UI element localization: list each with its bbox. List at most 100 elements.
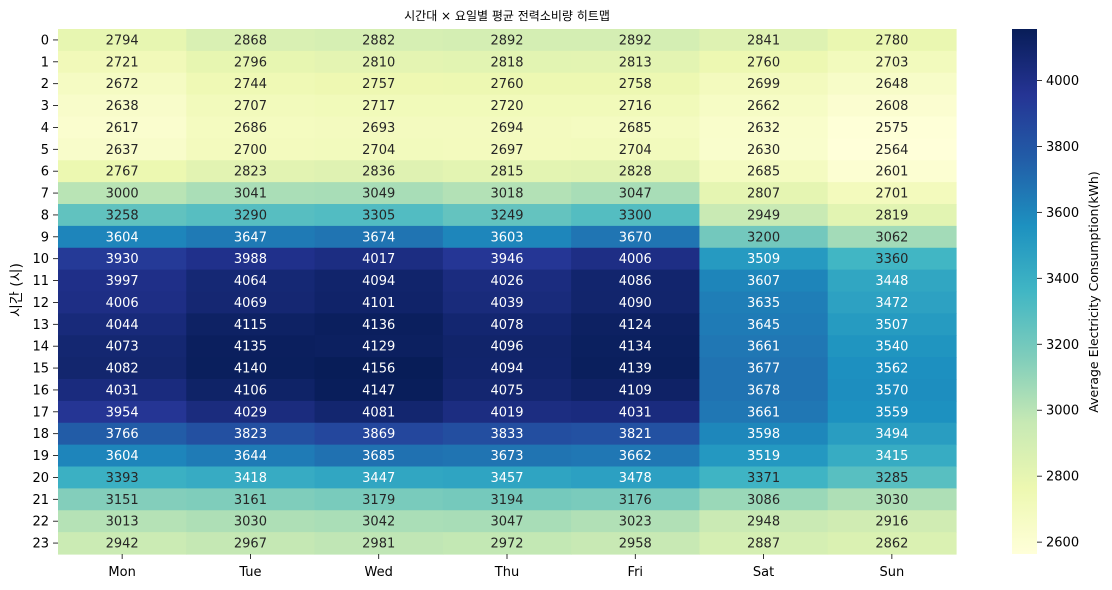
heatmap-cell bbox=[186, 182, 316, 205]
cell-value-label: 4090 bbox=[619, 296, 652, 311]
cell-value-label: 4094 bbox=[490, 362, 523, 377]
cell-value-label: 3869 bbox=[362, 427, 395, 442]
heatmap-cell bbox=[699, 532, 829, 555]
cell-value-label: 3042 bbox=[362, 515, 395, 530]
y-tick-label: 10 bbox=[32, 252, 49, 267]
cell-value-label: 3674 bbox=[362, 230, 395, 245]
heatmap-cell bbox=[314, 488, 444, 511]
heatmap-cell bbox=[314, 94, 444, 118]
heatmap-cell bbox=[571, 466, 701, 489]
x-tick-label: Sat bbox=[753, 565, 774, 580]
y-tick-label: 21 bbox=[32, 493, 49, 508]
heatmap-cell bbox=[314, 444, 444, 468]
cell-value-label: 2972 bbox=[490, 537, 523, 552]
colorbar-label: Average Electricity Consumption(kWh) bbox=[1086, 171, 1101, 412]
heatmap-cell bbox=[827, 488, 957, 511]
heatmap-cell bbox=[827, 379, 957, 402]
heatmap-cell bbox=[442, 50, 572, 74]
cell-value-label: 2810 bbox=[362, 55, 395, 70]
heatmap-cell bbox=[827, 116, 957, 139]
heatmap-cell bbox=[699, 116, 829, 139]
cell-value-label: 3562 bbox=[875, 362, 908, 377]
heatmap-cell bbox=[186, 335, 316, 358]
cell-value-label: 3258 bbox=[106, 208, 139, 223]
heatmap-cell bbox=[827, 532, 957, 555]
heatmap-cell bbox=[442, 247, 572, 271]
cell-value-label: 2638 bbox=[106, 99, 139, 114]
y-tick-label: 1 bbox=[41, 55, 49, 70]
cell-value-label: 3472 bbox=[875, 296, 908, 311]
heatmap-cell bbox=[314, 466, 444, 489]
cell-value-label: 2648 bbox=[875, 77, 908, 92]
cell-value-label: 3200 bbox=[747, 230, 780, 245]
cell-value-label: 2813 bbox=[619, 55, 652, 70]
cell-value-label: 2704 bbox=[619, 143, 652, 158]
heatmap-cell bbox=[186, 357, 316, 380]
cell-value-label: 4094 bbox=[362, 274, 395, 289]
cell-value-label: 3954 bbox=[106, 405, 139, 420]
heatmap-cell bbox=[58, 247, 187, 271]
cell-value-label: 4096 bbox=[490, 340, 523, 355]
heatmap-cell bbox=[827, 422, 957, 446]
heatmap-cell bbox=[442, 225, 572, 249]
heatmap-cell bbox=[314, 291, 444, 314]
cell-value-label: 3030 bbox=[234, 515, 267, 530]
cell-value-label: 2685 bbox=[747, 165, 780, 180]
cell-value-label: 2704 bbox=[362, 143, 395, 158]
heatmap-cell bbox=[442, 138, 572, 161]
heatmap-cell bbox=[699, 94, 829, 118]
heatmap-cell bbox=[186, 160, 316, 183]
heatmap-cell bbox=[571, 247, 701, 271]
cell-value-label: 2744 bbox=[234, 77, 267, 92]
cell-value-label: 2967 bbox=[234, 537, 267, 552]
cell-value-label: 3176 bbox=[619, 493, 652, 508]
cell-value-label: 4078 bbox=[490, 318, 523, 333]
cell-value-label: 2707 bbox=[234, 99, 267, 114]
y-tick-label: 2 bbox=[41, 77, 49, 92]
y-tick-label: 0 bbox=[41, 33, 49, 48]
heatmap-cell bbox=[699, 269, 829, 293]
heatmap-cell bbox=[827, 269, 957, 293]
x-tick-label: Mon bbox=[108, 565, 135, 580]
heatmap-cell bbox=[827, 138, 957, 161]
cell-value-label: 2760 bbox=[747, 55, 780, 70]
heatmap-cell bbox=[442, 94, 572, 118]
cell-value-label: 2662 bbox=[747, 99, 780, 114]
cell-value-label: 2767 bbox=[106, 165, 139, 180]
heatmap-cell bbox=[699, 138, 829, 161]
cell-value-label: 2841 bbox=[747, 33, 780, 48]
heatmap-cell bbox=[58, 379, 187, 402]
heatmap-cell bbox=[314, 335, 444, 358]
heatmap-cell bbox=[314, 532, 444, 555]
heatmap-cell bbox=[314, 357, 444, 380]
cell-value-label: 3673 bbox=[490, 449, 523, 464]
heatmap-cell bbox=[699, 422, 829, 446]
cell-value-label: 4086 bbox=[619, 274, 652, 289]
heatmap-cell bbox=[571, 182, 701, 205]
heatmap-cell bbox=[58, 357, 187, 380]
heatmap-cell bbox=[314, 510, 444, 533]
heatmap-cell bbox=[827, 29, 957, 52]
cell-value-label: 3249 bbox=[490, 208, 523, 223]
cell-value-label: 2949 bbox=[747, 208, 780, 223]
cell-value-label: 2758 bbox=[619, 77, 652, 92]
x-tick-label: Tue bbox=[238, 565, 261, 580]
heatmap-cell bbox=[827, 400, 957, 424]
heatmap-cell bbox=[442, 72, 572, 96]
x-tick-label: Fri bbox=[628, 565, 644, 580]
heatmap-cell bbox=[699, 488, 829, 511]
cell-value-label: 2630 bbox=[747, 143, 780, 158]
cell-value-label: 2608 bbox=[875, 99, 908, 114]
heatmap-cell bbox=[827, 510, 957, 533]
cell-value-label: 3062 bbox=[875, 230, 908, 245]
cell-value-label: 2721 bbox=[106, 55, 139, 70]
heatmap-cell bbox=[314, 247, 444, 271]
colorbar-tick-label: 3400 bbox=[1046, 272, 1079, 287]
cell-value-label: 3519 bbox=[747, 449, 780, 464]
heatmap-cell bbox=[699, 182, 829, 205]
heatmap-cell bbox=[442, 510, 572, 533]
cell-value-label: 3494 bbox=[875, 427, 908, 442]
cell-value-label: 2699 bbox=[747, 77, 780, 92]
heatmap-cell bbox=[58, 291, 187, 314]
heatmap-cell bbox=[186, 532, 316, 555]
